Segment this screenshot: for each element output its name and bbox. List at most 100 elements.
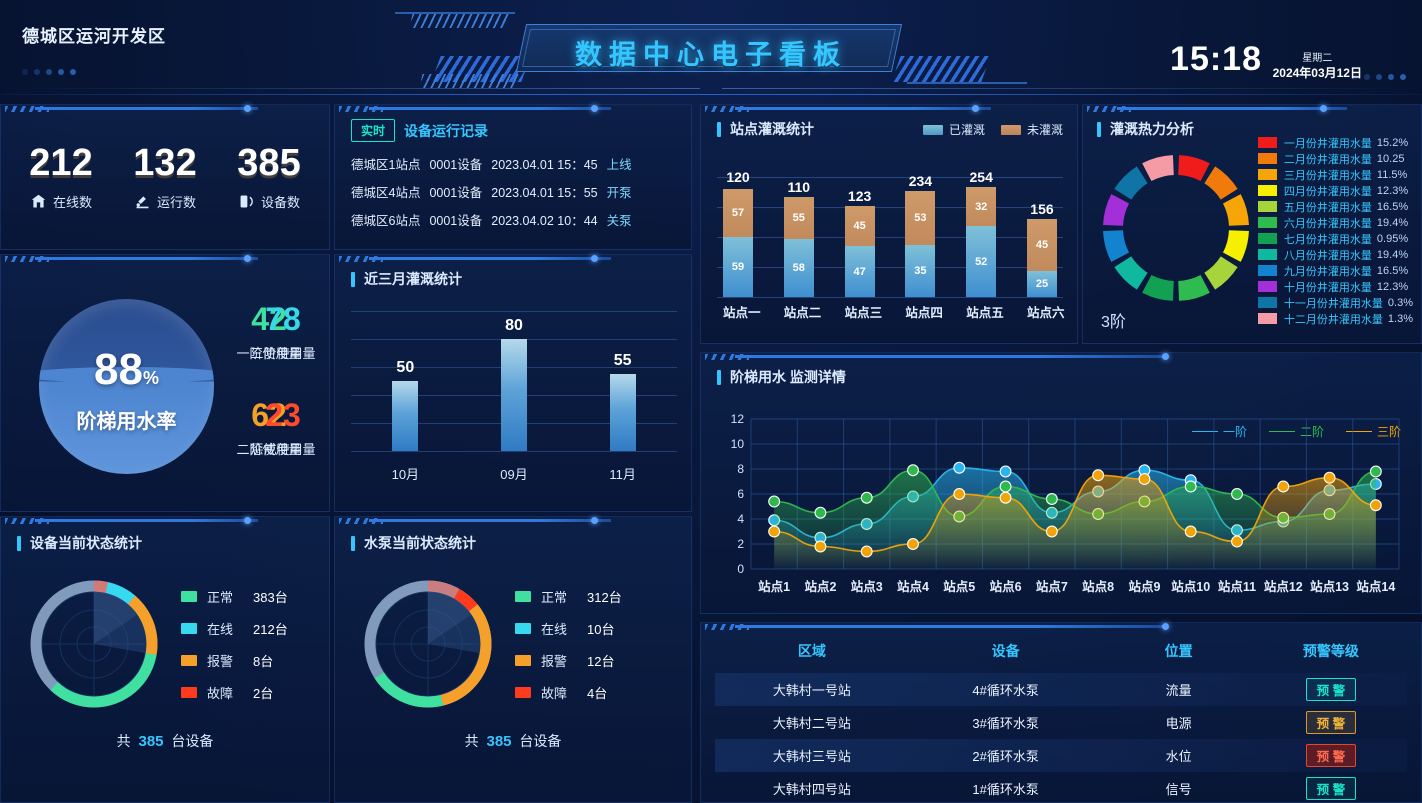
step-water-gauge[interactable]: 88% 阶梯用水率	[39, 299, 214, 474]
donut-segment[interactable]	[1114, 166, 1148, 200]
legend-value: 212台	[253, 621, 288, 637]
usage-tier-1[interactable]: 42 一阶使用量	[217, 303, 321, 362]
heat-legend-item[interactable]: 十月份井灌用水量 12.3%	[1257, 279, 1413, 294]
data-point[interactable]	[907, 464, 919, 477]
kpi-online[interactable]: 212 在线数	[29, 144, 92, 211]
heat-legend-item[interactable]: 五月份井灌用水量 16.5%	[1257, 199, 1413, 214]
data-point[interactable]	[1231, 535, 1243, 548]
stacked-bar-4[interactable]: 234 53 35	[905, 173, 936, 297]
data-point[interactable]	[860, 491, 873, 504]
data-point[interactable]	[1231, 488, 1243, 500]
legend-item-normal[interactable]: 正常 312台	[515, 587, 622, 606]
data-point[interactable]	[1184, 525, 1197, 538]
legend-item-alarm[interactable]: 报警 12台	[515, 651, 622, 670]
data-point[interactable]	[1369, 465, 1382, 478]
data-point[interactable]	[953, 488, 966, 500]
donut-segment[interactable]	[1177, 155, 1210, 182]
pump-status-title-wrap: 水泵当前状态统计	[351, 533, 675, 553]
stacked-bar-6[interactable]: 156 45 25	[1026, 201, 1057, 297]
data-point[interactable]	[860, 545, 873, 558]
data-point[interactable]	[907, 538, 919, 550]
log-device: 0001设备	[429, 186, 483, 200]
legend-name: 未灌溉	[1026, 123, 1063, 137]
legend-item-alarm[interactable]: 报警 8台	[181, 651, 288, 670]
donut-segment[interactable]	[1114, 256, 1148, 290]
data-point[interactable]	[1277, 480, 1290, 493]
kpi-running[interactable]: 132 运行数	[133, 144, 196, 211]
legend-item-online[interactable]: 在线 10台	[515, 619, 622, 638]
pump-status-donut[interactable]	[359, 575, 497, 713]
gauge-value-wrap: 88%	[39, 345, 214, 395]
usage-tier-3[interactable]: 78 三阶使用量	[231, 303, 335, 362]
series-line-三阶[interactable]	[774, 474, 1376, 553]
data-point[interactable]	[1323, 471, 1336, 484]
donut-segment[interactable]	[1103, 194, 1130, 227]
data-point[interactable]	[1045, 525, 1058, 538]
data-point[interactable]	[1138, 473, 1151, 485]
data-point[interactable]	[999, 480, 1012, 493]
table-row[interactable]: 大韩村四号站 1#循环水泵 信号 预 警	[715, 772, 1407, 803]
log-row[interactable]: 德城区6站点 0001设备 2023.04.02 10：44 关泵	[351, 210, 675, 229]
heat-legend-item[interactable]: 八月份井灌用水量 19.4%	[1257, 247, 1413, 262]
heat-legend: 一月份井灌用水量 15.2% 二月份井灌用水量 10.25 三月份井灌用水量 1…	[1257, 135, 1413, 326]
stacked-bar-2[interactable]: 110 55 58	[783, 179, 814, 297]
panel-top-decor	[701, 622, 1421, 631]
legend-value: 383台	[253, 589, 288, 605]
heat-legend-item[interactable]: 二月份井灌用水量 10.25	[1257, 151, 1413, 166]
legend-item-normal[interactable]: 正常 383台	[181, 587, 288, 606]
device-status-donut[interactable]	[25, 575, 163, 713]
data-point[interactable]	[1184, 480, 1197, 493]
heat-legend-item[interactable]: 六月份井灌用水量 19.4%	[1257, 215, 1413, 230]
table-row[interactable]: 大韩村三号站 2#循环水泵 水位 预 警	[715, 739, 1407, 772]
table-row[interactable]: 大韩村二号站 3#循环水泵 电源 预 警	[715, 706, 1407, 739]
data-point[interactable]	[1369, 499, 1382, 512]
bar-10月[interactable]: 50	[392, 359, 419, 451]
data-point[interactable]	[953, 461, 966, 474]
data-point[interactable]	[999, 465, 1012, 478]
heat-legend-item[interactable]: 十一月份井灌用水量 0.3%	[1257, 295, 1413, 310]
bar-11月[interactable]: 55	[609, 352, 636, 451]
donut-segment[interactable]	[1222, 229, 1249, 262]
data-point[interactable]	[768, 495, 781, 508]
legend-item-irrigated[interactable]: 已灌溉	[922, 121, 985, 138]
stacked-bar-3[interactable]: 123 45 47	[844, 188, 875, 297]
legend-item-not-irrigated[interactable]: 未灌溉	[1000, 121, 1063, 138]
header-divider-right	[722, 88, 1422, 89]
data-point[interactable]	[999, 491, 1012, 504]
donut-segment[interactable]	[1204, 166, 1238, 200]
data-point[interactable]	[768, 525, 781, 538]
log-row[interactable]: 德城区1站点 0001设备 2023.04.01 15：45 上线	[351, 154, 675, 173]
legend-item-tier1[interactable]: 一阶	[1191, 423, 1247, 440]
donut-segment[interactable]	[1204, 256, 1238, 290]
heat-legend-item[interactable]: 一月份井灌用水量 15.2%	[1257, 135, 1413, 150]
data-point[interactable]	[1045, 493, 1058, 505]
donut-segment[interactable]	[1142, 155, 1175, 182]
donut-segment[interactable]	[1177, 274, 1210, 301]
table-row[interactable]: 大韩村一号站 4#循环水泵 流量 预 警	[715, 673, 1407, 706]
data-point[interactable]	[814, 506, 827, 519]
usage-tier-penalty[interactable]: 23 惩戒使用量	[231, 399, 335, 458]
legend-item-online[interactable]: 在线 212台	[181, 619, 288, 638]
heat-donut[interactable]: 3阶	[1101, 153, 1251, 331]
log-row[interactable]: 德城区4站点 0001设备 2023.04.01 15：55 开泵	[351, 182, 675, 201]
heat-legend-item[interactable]: 九月份井灌用水量 16.5%	[1257, 263, 1413, 278]
heat-legend-item[interactable]: 十二月份井灌用水量 1.3%	[1257, 311, 1413, 326]
stacked-bar-1[interactable]: 120 57 59	[723, 169, 753, 297]
heat-legend-item[interactable]: 七月份井灌用水量 0.95%	[1257, 231, 1413, 246]
donut-segment[interactable]	[1142, 274, 1175, 301]
donut-segment[interactable]	[1103, 229, 1130, 262]
bar-value: 50	[396, 359, 415, 376]
data-point[interactable]	[814, 540, 827, 553]
legend-item-fault[interactable]: 故障 4台	[515, 683, 622, 702]
heat-legend-item[interactable]: 四月份井灌用水量 12.3%	[1257, 183, 1413, 198]
heat-legend-item[interactable]: 三月份井灌用水量 11.5%	[1257, 167, 1413, 182]
data-point[interactable]	[1092, 469, 1105, 482]
legend-item-tier3[interactable]: 三阶	[1345, 423, 1401, 440]
usage-tier-2[interactable]: 62 二阶使用量	[217, 399, 321, 458]
stacked-bar-5[interactable]: 254 32 52	[966, 169, 997, 297]
bar-09月[interactable]: 80	[500, 317, 527, 451]
kpi-devices[interactable]: 385 设备数	[237, 144, 300, 211]
legend-item-fault[interactable]: 故障 2台	[181, 683, 288, 702]
donut-segment[interactable]	[1222, 194, 1249, 227]
line-chart-svg[interactable]: 0 2 4 6 8 10 12 站点1 站点2 站点3 站点4 站点5 站点6 站点7 站点8 站点9 站点10…	[717, 411, 1407, 601]
